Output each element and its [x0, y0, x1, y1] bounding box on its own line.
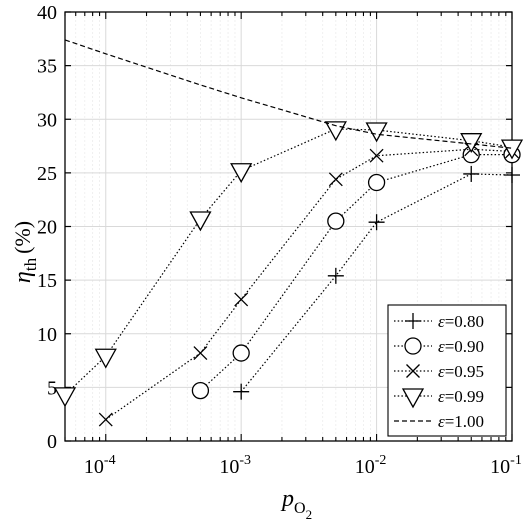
data-point: [369, 148, 384, 163]
y-tick-label: 25: [37, 163, 57, 185]
series-line: [64, 39, 513, 149]
data-point: [328, 172, 343, 187]
y-tick-label: 5: [47, 377, 57, 399]
y-axis-label: ηth (%): [10, 221, 40, 283]
y-axis-ticks: 0 5 10 15 20 25 30 35 40: [37, 2, 512, 453]
data-point: [233, 383, 250, 400]
x-axis-label-subscript: O: [294, 500, 306, 517]
legend-entry: ε=0.90: [394, 337, 484, 356]
data-point: [193, 346, 208, 361]
data-point: [230, 163, 253, 184]
x-tick-label: 10-3: [219, 453, 251, 478]
x-axis-ticks: 10-4 10-3 10-2 10-1: [64, 12, 522, 478]
data-point: [324, 121, 347, 142]
legend-label: ε=0.80: [438, 312, 484, 331]
data-point: [365, 122, 388, 143]
x-tick-label: 10-1: [490, 453, 522, 478]
y-tick-label: 35: [37, 56, 57, 78]
data-point: [94, 348, 117, 369]
series-5: [64, 39, 513, 149]
series-line: [64, 128, 513, 396]
data-point: [191, 381, 210, 400]
y-axis-label-unit: (%): [10, 221, 35, 254]
data-point: [327, 267, 344, 284]
data-point: [232, 344, 250, 362]
data-point: [368, 214, 385, 231]
data-point: [53, 387, 77, 408]
y-tick-label: 10: [37, 324, 57, 346]
legend-marker: [404, 337, 422, 355]
data-point: [463, 165, 480, 182]
legend-marker: [406, 364, 420, 378]
legend-label: ε=1.00: [438, 412, 484, 431]
series-4: [53, 121, 524, 408]
series-line: [240, 173, 513, 393]
legend-box: [387, 304, 507, 437]
x-axis-label-subsubscript: 2: [306, 507, 313, 522]
x-axis-label: pO2: [280, 486, 312, 522]
data-point: [234, 292, 249, 307]
x-tick-label: 10-2: [355, 453, 387, 478]
legend-label: ε=0.90: [438, 337, 484, 356]
x-tick-label: 10-4: [84, 453, 116, 478]
data-point: [504, 167, 520, 184]
legend-marker: [401, 388, 425, 409]
legend-entry: ε=0.95: [394, 362, 484, 381]
y-tick-label: 40: [37, 2, 57, 24]
legend-entry: ε=1.00: [394, 412, 484, 431]
series-1: [233, 165, 520, 400]
y-axis-label-symbol: η: [10, 271, 36, 283]
data-point: [500, 139, 524, 160]
data-point: [98, 412, 113, 427]
data-point: [460, 133, 483, 154]
series-layer: [53, 39, 524, 427]
y-axis-label-subscript: th: [21, 257, 40, 271]
y-tick-label: 30: [37, 109, 57, 131]
y-tick-label: 20: [37, 217, 57, 239]
legend-label: ε=0.95: [438, 362, 484, 381]
legend: ε=0.80 ε=0.90 ε=0.95 ε=0.99 ε=1.00: [387, 304, 507, 437]
legend-marker: [405, 313, 421, 329]
data-point: [327, 212, 345, 230]
data-point: [367, 173, 386, 192]
legend-entry: ε=0.99: [394, 387, 484, 409]
y-tick-label: 0: [47, 431, 57, 453]
data-point: [189, 211, 212, 232]
legend-entry: ε=0.80: [394, 312, 484, 331]
x-axis-label-symbol: p: [280, 486, 294, 512]
y-tick-label: 15: [37, 270, 57, 292]
legend-label: ε=0.99: [438, 387, 484, 406]
